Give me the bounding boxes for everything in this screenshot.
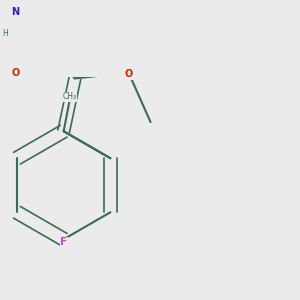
Text: O: O xyxy=(124,69,133,79)
Text: O: O xyxy=(12,68,20,78)
Text: CH₃: CH₃ xyxy=(62,92,76,101)
Text: F: F xyxy=(60,237,67,247)
Text: H: H xyxy=(2,28,8,38)
Text: N: N xyxy=(11,7,19,17)
